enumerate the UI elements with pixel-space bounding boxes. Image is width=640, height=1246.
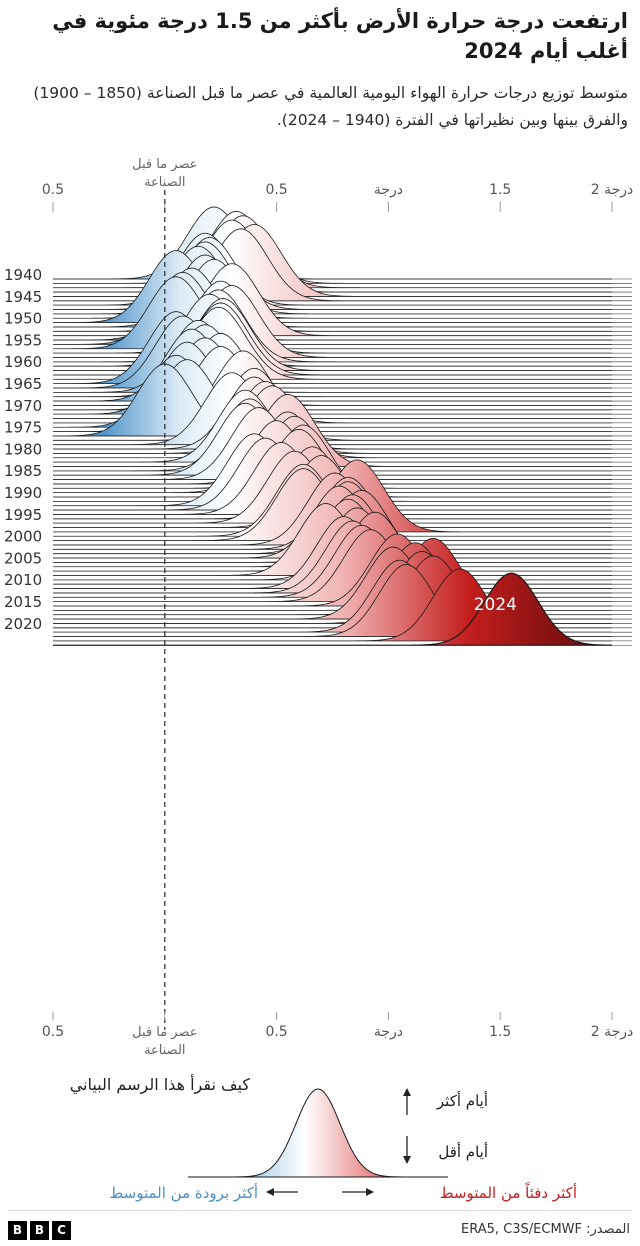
- top-axis-tick-label: 1.5: [489, 182, 511, 198]
- year-label: 1970: [4, 397, 42, 415]
- legend-warmer-label: أكثر دفئاً من المتوسط: [440, 1182, 577, 1202]
- chart-title: ارتفعت درجة حرارة الأرض بأكثر من 1.5 درج…: [52, 9, 628, 63]
- footer-divider: [8, 1210, 632, 1211]
- year-label-bg: [0, 463, 52, 482]
- year-label-bg: [0, 310, 52, 329]
- ridges-group: [52, 206, 632, 646]
- ridge-1940: [53, 206, 612, 280]
- top-axis-tick-label: عصر ما قبل الصناعة: [132, 157, 197, 190]
- logo-letter: B: [8, 1221, 27, 1240]
- year-label-bg: [0, 332, 52, 351]
- year-label-bg: [0, 528, 52, 547]
- bottom-axis-tick-label: 1.5: [489, 1024, 511, 1040]
- bottom-x-axis: 0.5 عصر ما قبل الصناعة 0.5 درجة 1.5 2 درجة: [42, 1012, 633, 1058]
- ridgeline-chart: 0.5 عصر ما قبل الصناعة 0.5 درجة 1.5 2 درجة 194…: [0, 157, 633, 1202]
- year-label: 1995: [4, 506, 42, 524]
- bottom-axis-tick-label: 2 درجة: [591, 1024, 634, 1040]
- year-label-bg: [0, 267, 52, 285]
- logo-letter: C: [52, 1221, 71, 1240]
- year-label: 1945: [4, 288, 42, 306]
- year-label: 2010: [4, 571, 42, 589]
- year-label-bg: [0, 594, 52, 612]
- ridge-1943: [53, 219, 612, 293]
- year-label: 1980: [4, 440, 42, 458]
- year-label-bg: [0, 441, 52, 460]
- year-label: 1990: [4, 484, 42, 502]
- ridge-1941: [53, 210, 612, 284]
- year-label: 2000: [4, 528, 42, 546]
- ridge-1950: [53, 250, 612, 323]
- top-axis-tick-label: 0.5: [265, 182, 287, 198]
- legend-more-days: أيام أكثر: [436, 1091, 488, 1110]
- year-label-bg: [0, 354, 52, 373]
- year-label: 1940: [4, 266, 42, 284]
- legend-fewer-days: أيام أقل: [438, 1142, 488, 1161]
- year-label: 1975: [4, 419, 42, 437]
- year-label: 2020: [4, 615, 42, 633]
- how-to-read-legend: كيف نقرأ هذا الرسم البياني أيام أكثر أيام …: [70, 1074, 577, 1202]
- y-axis-labels: 1940 1945 1950 1955 1960 1965 1970 1975 1980 1985…: [0, 266, 517, 634]
- year-label: 1960: [4, 353, 42, 371]
- ridge-1945: [53, 228, 612, 302]
- ridge-1942: [53, 215, 612, 289]
- ridge-1944: [53, 224, 612, 297]
- highlight-year-label: 2024: [474, 595, 517, 615]
- year-label-bg: [0, 419, 52, 438]
- top-x-axis: 0.5 عصر ما قبل الصناعة 0.5 درجة 1.5 2 درجة: [42, 157, 633, 212]
- down-arrow-head-icon: [403, 1156, 411, 1164]
- bbc-logo: B B C: [8, 1221, 71, 1240]
- left-arrow-head-icon: [266, 1188, 274, 1196]
- bottom-axis-tick-label: 0.5: [42, 1024, 64, 1040]
- year-label: 1965: [4, 375, 42, 393]
- legend-bell-curve: [188, 1088, 448, 1178]
- right-arrow-head-icon: [366, 1188, 374, 1196]
- legend-cooler-label: أكثر برودة من المتوسط: [109, 1183, 258, 1202]
- year-label-bg: [0, 397, 52, 416]
- bottom-axis-tick-label: 0.5: [265, 1024, 287, 1040]
- year-label-bg: [0, 376, 52, 394]
- chart-subtitle: متوسط توزيع درجات حرارة الهواء اليومية ا…: [33, 84, 628, 129]
- legend-title: كيف نقرأ هذا الرسم البياني: [70, 1074, 251, 1095]
- ridge-1946: [53, 232, 612, 306]
- source-note: المصدر: ERA5, C3S/ECMWF: [461, 1222, 630, 1237]
- year-label: 1985: [4, 462, 42, 480]
- top-axis-tick-label: درجة: [374, 182, 403, 198]
- year-label-bg: [0, 485, 52, 503]
- year-label: 2005: [4, 549, 42, 567]
- top-axis-tick-label: 2 درجة: [591, 182, 634, 198]
- year-label: 1950: [4, 310, 42, 328]
- bottom-axis-tick-label: عصر ما قبل الصناعة: [132, 1025, 197, 1058]
- year-label-bg: [0, 550, 52, 569]
- top-axis-tick-label: 0.5: [42, 182, 64, 198]
- bottom-axis-tick-label: درجة: [374, 1024, 403, 1040]
- logo-letter: B: [30, 1221, 49, 1240]
- year-label-bg: [0, 288, 52, 307]
- year-label: 1955: [4, 331, 42, 349]
- year-label-bg: [0, 615, 52, 634]
- year-label: 2015: [4, 593, 42, 611]
- up-arrow-head-icon: [403, 1088, 411, 1096]
- year-label-bg: [0, 506, 52, 525]
- year-label-bg: [0, 572, 52, 591]
